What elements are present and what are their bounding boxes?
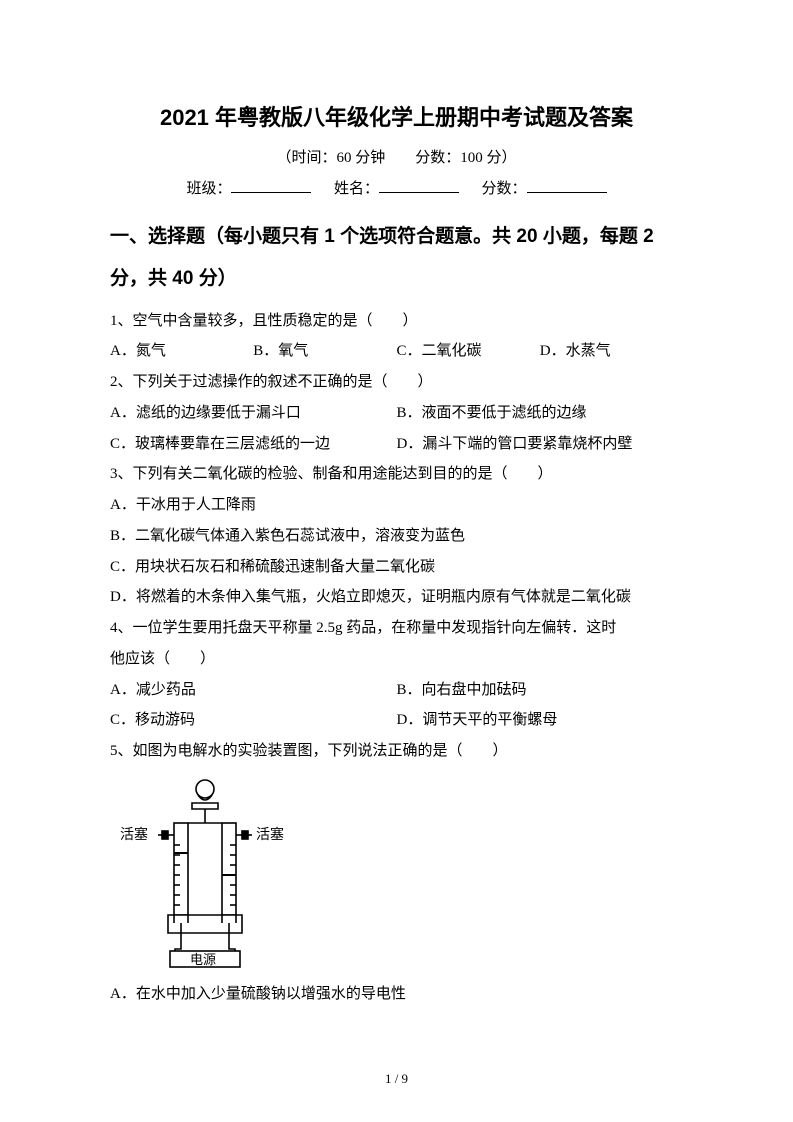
info-line: 班级： 姓名： 分数： [110, 177, 683, 198]
q1-opt-b: B．氧气 [253, 336, 396, 367]
q4-options-row1: A．减少药品B．向右盘中加砝码 [110, 675, 683, 706]
q4-opt-d: D．调节天平的平衡螺母 [397, 705, 684, 736]
q5-label-left: 活塞 [120, 826, 148, 843]
q3-opt-b: B．二氧化碳气体通入紫色石蕊试液中，溶液变为蓝色 [110, 521, 683, 552]
q2-stem: 2、下列关于过滤操作的叙述不正确的是（ ） [110, 367, 683, 398]
q5-power-label: 电源 [190, 952, 216, 967]
electrolysis-diagram-icon: 活塞 活塞 电源 [110, 775, 300, 970]
score-blank[interactable] [527, 177, 607, 193]
q5-label-right: 活塞 [256, 826, 284, 843]
q4-stem-line2: 他应该（ ） [110, 644, 683, 675]
q1-options: A．氮气B．氧气C．二氧化碳D．水蒸气 [110, 336, 683, 367]
class-label: 班级： [186, 181, 231, 197]
q4-opt-c: C．移动游码 [110, 705, 397, 736]
q4-options-row2: C．移动游码D．调节天平的平衡螺母 [110, 705, 683, 736]
doc-title: 2021 年粤教版八年级化学上册期中考试题及答案 [110, 100, 683, 132]
q5-opt-a: A．在水中加入少量硫酸钠以增强水的导电性 [110, 979, 683, 1010]
q1-opt-d: D．水蒸气 [540, 336, 683, 367]
q4-opt-a: A．减少药品 [110, 675, 397, 706]
q2-opt-b: B．液面不要低于滤纸的边缘 [397, 398, 684, 429]
q1-stem: 1、空气中含量较多，且性质稳定的是（ ） [110, 306, 683, 337]
q5-figure: 活塞 活塞 电源 [110, 775, 683, 975]
q3-opt-a: A．干冰用于人工降雨 [110, 490, 683, 521]
q2-opt-c: C．玻璃棒要靠在三层滤纸的一边 [110, 429, 397, 460]
q4-opt-b: B．向右盘中加砝码 [397, 675, 684, 706]
q1-opt-a: A．氮气 [110, 336, 253, 367]
q1-opt-c: C．二氧化碳 [397, 336, 540, 367]
q2-options-row1: A．滤纸的边缘要低于漏斗口B．液面不要低于滤纸的边缘 [110, 398, 683, 429]
doc-subtitle: （时间：60 分钟 分数：100 分） [110, 146, 683, 167]
q3-opt-c: C．用块状石灰石和稀硫酸迅速制备大量二氧化碳 [110, 552, 683, 583]
exam-page: 2021 年粤教版八年级化学上册期中考试题及答案 （时间：60 分钟 分数：10… [0, 0, 793, 1122]
q3-stem: 3、下列有关二氧化碳的检验、制备和用途能达到目的的是（ ） [110, 459, 683, 490]
name-label: 姓名： [334, 181, 379, 197]
page-number: 1 / 9 [0, 1071, 793, 1087]
name-blank[interactable] [379, 177, 459, 193]
class-blank[interactable] [231, 177, 311, 193]
q2-opt-a: A．滤纸的边缘要低于漏斗口 [110, 398, 397, 429]
q2-options-row2: C．玻璃棒要靠在三层滤纸的一边D．漏斗下端的管口要紧靠烧杯内壁 [110, 429, 683, 460]
score-label: 分数： [482, 181, 527, 197]
q4-stem-line1: 4、一位学生要用托盘天平称量 2.5g 药品，在称量中发现指针向左偏转．这时 [110, 613, 683, 644]
q2-opt-d: D．漏斗下端的管口要紧靠烧杯内壁 [397, 429, 684, 460]
q5-stem: 5、如图为电解水的实验装置图，下列说法正确的是（ ） [110, 736, 683, 767]
q3-opt-d: D．将燃着的木条伸入集气瓶，火焰立即熄灭，证明瓶内原有气体就是二氧化碳 [110, 582, 683, 613]
section-1-heading: 一、选择题（每小题只有 1 个选项符合题意。共 20 小题，每题 2 分，共 4… [110, 216, 683, 300]
